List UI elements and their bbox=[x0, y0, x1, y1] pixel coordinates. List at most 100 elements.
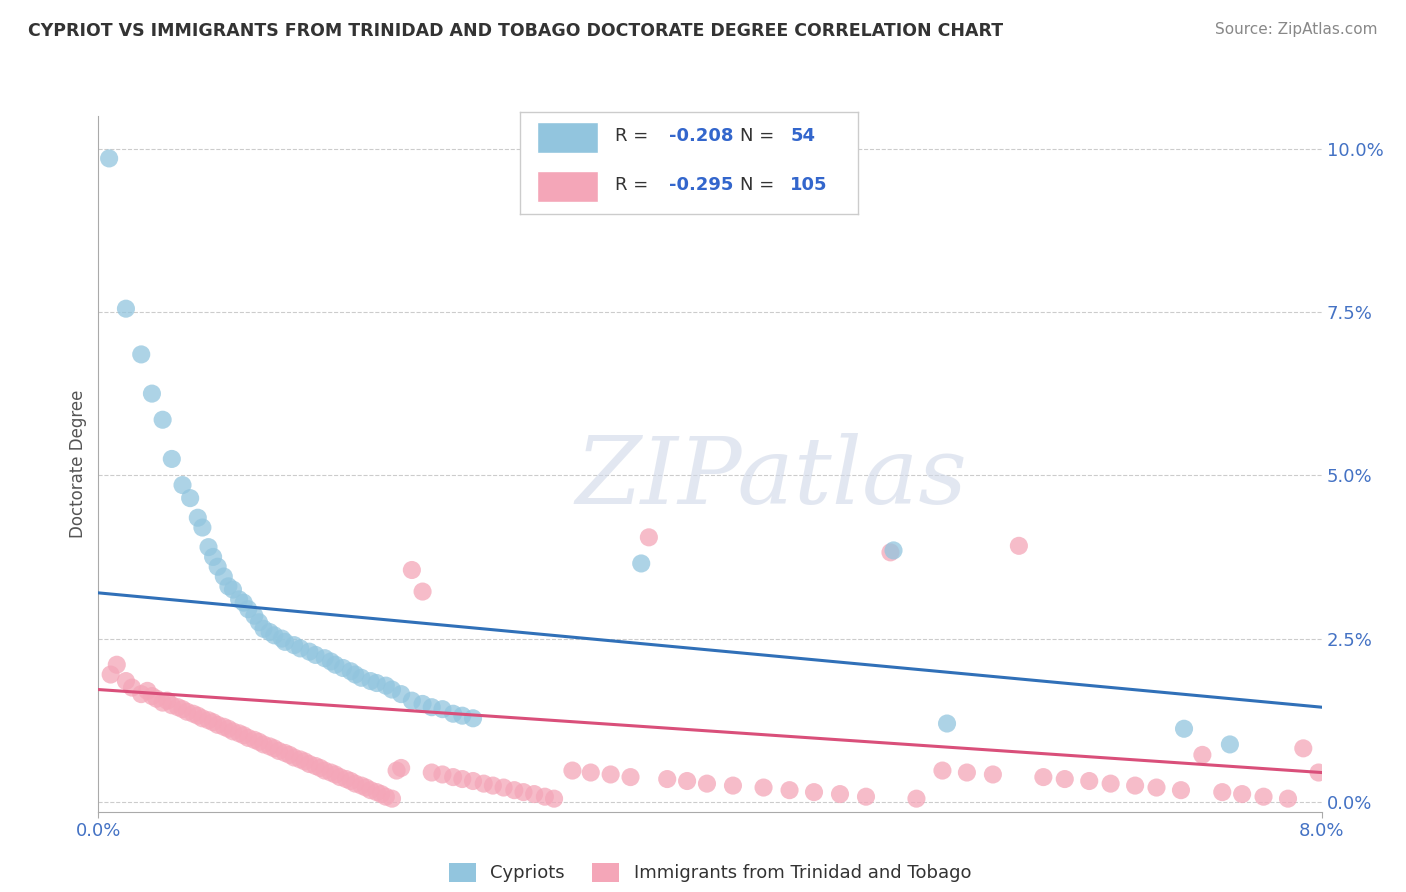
Point bbox=[259, 625, 281, 640]
Point bbox=[1292, 741, 1315, 756]
Point bbox=[329, 770, 352, 784]
Point bbox=[905, 791, 928, 805]
Point bbox=[325, 657, 347, 672]
Point bbox=[172, 478, 194, 492]
Point bbox=[657, 772, 679, 786]
Bar bbox=[537, 171, 598, 202]
Point bbox=[676, 774, 699, 789]
Point bbox=[274, 746, 297, 760]
Point bbox=[956, 765, 979, 780]
Point bbox=[523, 787, 546, 801]
Point bbox=[152, 413, 174, 427]
Point bbox=[1032, 770, 1054, 784]
Point bbox=[298, 645, 321, 659]
Point bbox=[1170, 783, 1192, 797]
Point bbox=[366, 785, 388, 799]
Point bbox=[187, 708, 209, 723]
Text: CYPRIOT VS IMMIGRANTS FROM TRINIDAD AND TOBAGO DOCTORATE DEGREE CORRELATION CHAR: CYPRIOT VS IMMIGRANTS FROM TRINIDAD AND … bbox=[28, 22, 1004, 40]
Text: N =: N = bbox=[740, 177, 779, 194]
Point bbox=[879, 545, 901, 559]
Point bbox=[579, 765, 602, 780]
Point bbox=[115, 301, 138, 316]
Point bbox=[176, 705, 198, 719]
Point bbox=[696, 777, 718, 791]
Legend: Cypriots, Immigrants from Trinidad and Tobago: Cypriots, Immigrants from Trinidad and T… bbox=[441, 855, 979, 889]
Point bbox=[98, 152, 121, 166]
Point bbox=[319, 655, 342, 669]
Point bbox=[270, 632, 294, 646]
Point bbox=[350, 779, 373, 793]
Point bbox=[278, 747, 301, 762]
Point bbox=[420, 700, 443, 714]
Text: R =: R = bbox=[614, 177, 654, 194]
Point bbox=[432, 702, 454, 716]
Point bbox=[803, 785, 825, 799]
Point bbox=[314, 651, 336, 665]
Point bbox=[145, 691, 167, 706]
Point bbox=[381, 791, 404, 805]
Point bbox=[232, 596, 254, 610]
Point bbox=[779, 783, 801, 797]
Point bbox=[181, 706, 204, 721]
Point bbox=[263, 628, 285, 642]
Point bbox=[152, 696, 174, 710]
Point bbox=[160, 452, 183, 467]
Point bbox=[461, 774, 484, 789]
Point bbox=[855, 789, 877, 804]
Point bbox=[412, 584, 434, 599]
Point bbox=[160, 698, 183, 713]
Point bbox=[936, 716, 959, 731]
Point bbox=[451, 708, 474, 723]
Point bbox=[304, 648, 326, 662]
Point bbox=[883, 543, 905, 558]
Point bbox=[252, 622, 274, 636]
Point bbox=[472, 777, 495, 791]
Point bbox=[752, 780, 775, 795]
Point bbox=[344, 667, 367, 681]
Point bbox=[228, 592, 250, 607]
Point bbox=[136, 684, 159, 698]
Point bbox=[1308, 765, 1330, 780]
Point bbox=[1146, 780, 1168, 795]
Point bbox=[360, 783, 382, 797]
Point bbox=[100, 667, 122, 681]
Point bbox=[197, 713, 219, 727]
Point bbox=[252, 738, 274, 752]
Point bbox=[212, 720, 235, 734]
Point bbox=[202, 549, 225, 564]
Point bbox=[1253, 789, 1275, 804]
Point bbox=[207, 559, 229, 574]
Point bbox=[335, 772, 357, 786]
Point bbox=[304, 759, 326, 773]
Point bbox=[451, 772, 474, 786]
Point bbox=[339, 774, 361, 789]
Point bbox=[534, 789, 557, 804]
Point bbox=[339, 665, 361, 679]
Bar bbox=[537, 122, 598, 153]
Point bbox=[721, 779, 744, 793]
Point bbox=[207, 718, 229, 732]
Text: ZIPatlas: ZIPatlas bbox=[575, 433, 967, 523]
Point bbox=[599, 767, 621, 781]
Point bbox=[283, 638, 305, 652]
Point bbox=[294, 755, 316, 769]
Point bbox=[630, 557, 652, 571]
Point bbox=[238, 731, 260, 745]
Point bbox=[232, 728, 254, 742]
Point bbox=[385, 764, 408, 778]
Text: -0.208: -0.208 bbox=[669, 128, 733, 145]
Point bbox=[1078, 774, 1101, 789]
Point bbox=[1230, 787, 1253, 801]
Point bbox=[412, 697, 434, 711]
Point bbox=[1053, 772, 1076, 786]
Point bbox=[619, 770, 641, 784]
Y-axis label: Doctorate Degree: Doctorate Degree bbox=[69, 390, 87, 538]
Point bbox=[274, 635, 297, 649]
Point bbox=[121, 681, 143, 695]
Point bbox=[432, 767, 454, 781]
Point bbox=[401, 693, 423, 707]
Point bbox=[247, 615, 270, 630]
Point bbox=[381, 682, 404, 697]
Point bbox=[1123, 779, 1146, 793]
Text: 105: 105 bbox=[790, 177, 828, 194]
